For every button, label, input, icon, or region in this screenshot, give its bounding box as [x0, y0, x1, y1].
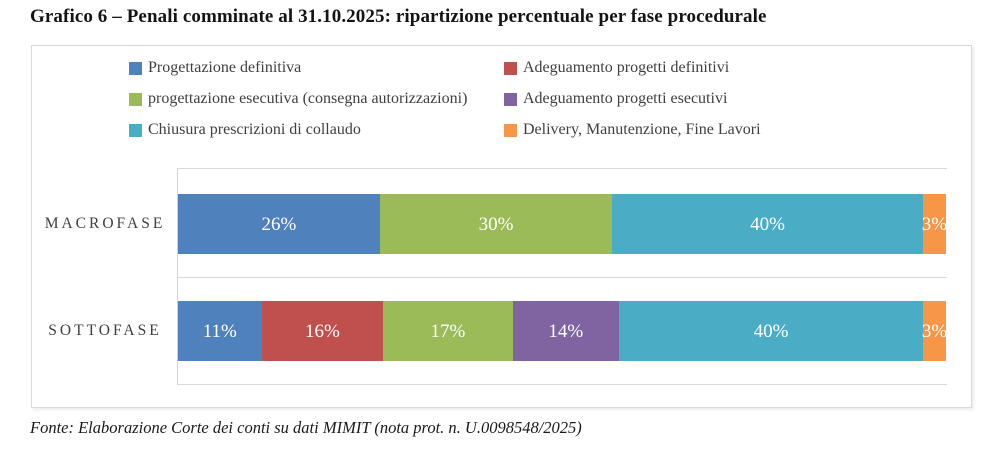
- bar-segment-value: 11%: [202, 320, 237, 342]
- legend-swatch-icon: [504, 123, 517, 137]
- legend-label: Adeguamento progetti definitivi: [523, 59, 730, 76]
- bar-segment-value: 30%: [478, 213, 514, 235]
- bar-segment-value: 40%: [753, 320, 789, 342]
- bar-segment-value: 14%: [548, 320, 584, 342]
- legend-item: Adeguamento progetti esecutivi: [504, 90, 963, 108]
- legend-swatch-icon: [129, 92, 142, 106]
- bar-segment: 16%: [261, 301, 384, 361]
- legend-label: Chiusura prescrizioni di collaudo: [148, 121, 361, 138]
- bar-segment: 3%: [921, 194, 948, 254]
- bar-segment: 26%: [178, 194, 380, 254]
- legend-swatch-icon: [129, 61, 142, 75]
- legend: Progettazione definitiva Adeguamento prog…: [129, 59, 963, 139]
- bar-segment: 14%: [512, 301, 620, 361]
- bar-segment-value: 26%: [261, 213, 297, 235]
- bar-segment: 11%: [178, 301, 262, 361]
- stacked-bar-sottofase: 11% 16% 17% 14% 40% 3%: [178, 301, 948, 361]
- legend-label: Adeguamento progetti esecutivi: [523, 90, 728, 107]
- bar-segment-value: 40%: [750, 213, 785, 235]
- legend-label: progettazione esecutiva (consegna autori…: [148, 90, 468, 107]
- legend-label: Delivery, Manutenzione, Fine Lavori: [523, 121, 761, 138]
- gridline-bottom: [177, 384, 947, 385]
- legend-item: Adeguamento progetti definitivi: [504, 59, 963, 77]
- bar-segment: 40%: [619, 301, 924, 361]
- bar-segment-value: 3%: [921, 320, 948, 342]
- legend-swatch-icon: [504, 61, 517, 75]
- chart-container: Progettazione definitiva Adeguamento prog…: [31, 45, 972, 408]
- legend-label: Progettazione definitiva: [148, 59, 302, 76]
- legend-item: Chiusura prescrizioni di collaudo: [129, 121, 504, 139]
- bar-segment: 30%: [379, 194, 613, 254]
- bar-segment: 17%: [383, 301, 513, 361]
- source-note: Fonte: Elaborazione Corte dei conti su d…: [30, 418, 582, 437]
- legend-swatch-icon: [504, 92, 517, 106]
- gridline-middle: [177, 277, 947, 278]
- legend-item: progettazione esecutiva (consegna autori…: [129, 90, 504, 108]
- category-label-sottofase: SOTTOFASE: [48, 322, 162, 339]
- category-axis-line: [177, 168, 178, 385]
- chart-title: Grafico 6 – Penali comminate al 31.10.20…: [30, 6, 767, 27]
- bar-segment: 40%: [612, 194, 923, 254]
- bar-segment: 3%: [921, 301, 948, 361]
- gridline-top: [177, 168, 947, 169]
- bar-segment-value: 17%: [430, 320, 466, 342]
- legend-swatch-icon: [129, 123, 142, 137]
- bar-segment-value: 3%: [921, 213, 948, 235]
- legend-item: Progettazione definitiva: [129, 59, 504, 77]
- category-label-macrofase: MACROFASE: [44, 215, 166, 232]
- legend-item: Delivery, Manutenzione, Fine Lavori: [504, 121, 963, 139]
- stacked-bar-macrofase: 26% 30% 40% 3%: [178, 194, 948, 254]
- bar-segment-value: 16%: [305, 320, 340, 342]
